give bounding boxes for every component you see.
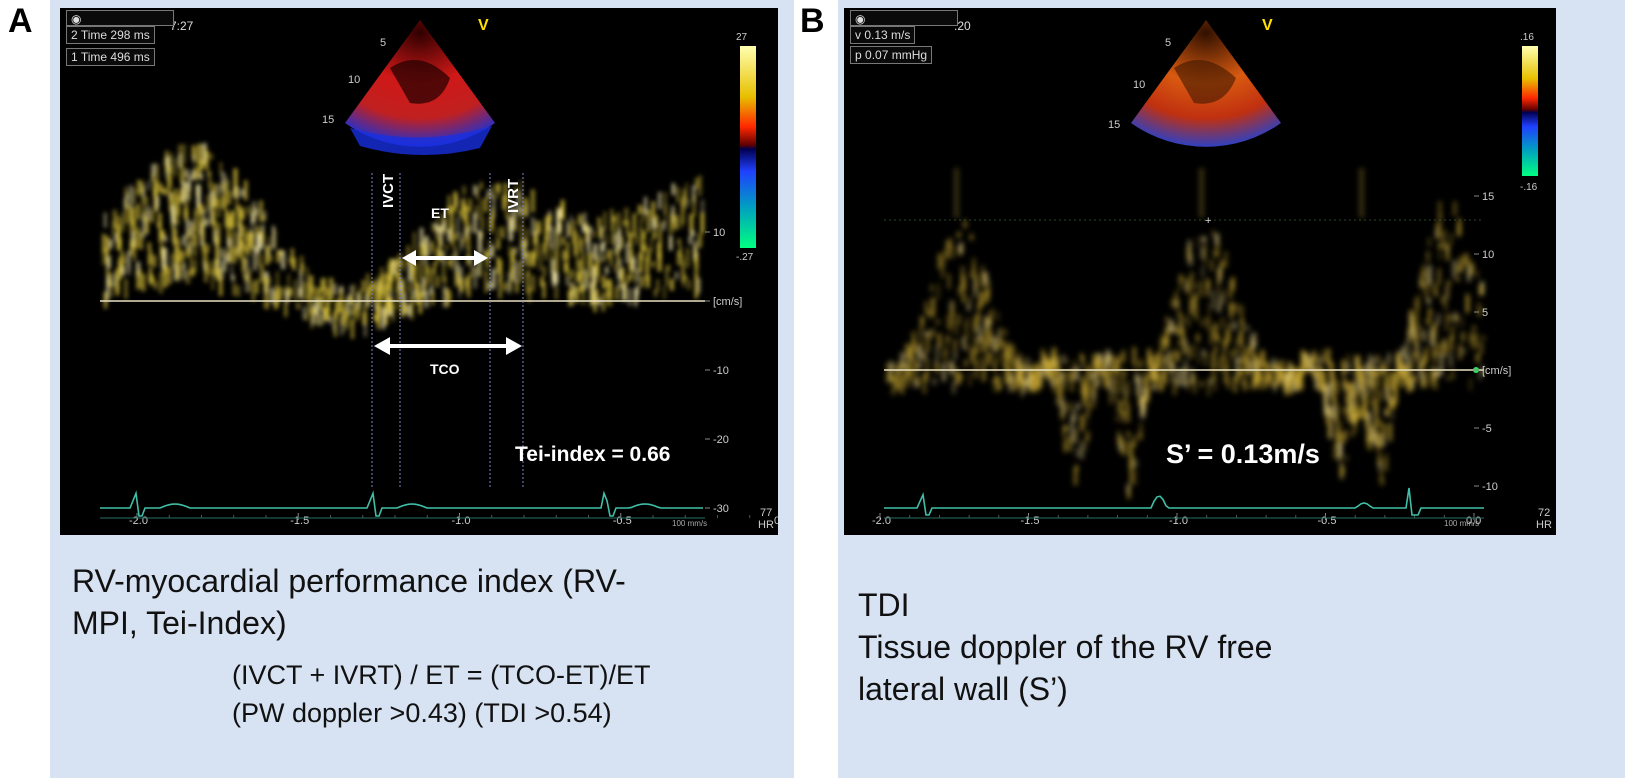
panel-b-caption: TDI Tissue doppler of the RV free latera… [858,584,1272,710]
formula-line2: (PW doppler >0.43) (TDI >0.54) [232,698,612,728]
colorbar-a-bottom: -.27 [736,252,754,263]
clock-b: :20 [954,19,971,33]
hr-label-b: HR [1536,519,1552,531]
depth-label-a-15: 15 [322,114,334,126]
caption-b-line3: lateral wall (S’) [858,671,1068,707]
panel-b-echo-image: 15 10 5 [cm/s] -5 -10 -2.0 -1.5 -1.0 -0.5 0.0 + V… [844,8,1556,535]
ivrt-label: IVRT [505,179,522,213]
panel-a-y-tick-1: [cm/s] [713,296,742,308]
panel-b-x-tick-0: -2.0 [872,515,891,527]
depth-label-b-10: 10 [1133,79,1145,91]
s-prime-label: S’ = 0.13m/s [1166,439,1320,469]
measurement-a-2-label: Time [80,28,108,42]
tei-formula: (IVCT + IVRT) / ET = (TCO-ET)/ET (PW dop… [232,656,651,732]
panel-a-x-tick-1: -1.5 [290,515,309,527]
panel-b-x-tick-1: -1.5 [1021,515,1040,527]
measurement-header-b: ◉ [850,10,958,26]
panel-b-x-tick-3: -0.5 [1318,515,1337,527]
colorbar-b-bottom: -.16 [1520,182,1538,193]
panel-b-y-tick-3: [cm/s] [1482,365,1511,377]
panel-a-y-tick-2: -10 [713,365,729,377]
measurement-a-2: 2 Time 298 ms [66,26,155,44]
et-arrow [402,250,488,266]
colorbar-b [1522,46,1538,176]
panel-a-doppler-svg: 10[cm/s]-10-20-30 -2.0-1.5-1.0-0.50.0 V … [100,17,778,531]
clock-a: 7:27 [170,19,194,33]
depth-label-b-5: 5 [1165,37,1171,49]
panel-a-x-tick-2: -1.0 [452,515,471,527]
measurement-a-2-index: 2 [71,28,78,42]
depth-label-a-10: 10 [348,74,360,86]
depth-label-a-5: 5 [380,37,386,49]
y-axis-a: 10 [cm/s] -10 -20 -30 [705,227,742,515]
panel-a-y-tick-3: -20 [713,434,729,446]
ecg-trace-a [100,490,703,517]
depth-label-b-15: 15 [1108,119,1120,131]
panel-b-y-tick-0: 15 [1482,191,1494,203]
panel-a-letter: A [8,2,33,40]
colorbar-a-top: 27 [736,32,748,43]
tei-index-label: Tei-index = 0.66 [515,443,670,466]
et-label: ET [431,205,449,221]
spectral-doppler-trace-a [102,143,705,339]
v-marker-b: V [1262,17,1273,34]
measurement-b-v-index: v [855,28,861,42]
ivct-label: IVCT [380,174,397,208]
colorbar-a [740,46,756,248]
panel-a-y-tick-4: -30 [713,503,729,515]
panel-a-x-tick-4: 0.0 [774,515,778,527]
panel-a-y-tick-0: 10 [713,227,725,239]
caption-b-line2: Tissue doppler of the RV free [858,629,1273,665]
panel-a-x-tick-3: -0.5 [613,515,632,527]
hr-value-a: 77 [760,507,772,519]
panel-a-caption: RV-myocardial performance index (RV- MPI… [72,560,626,644]
ecg-scale-a: 100 mm/s [672,519,707,528]
measurement-a-1-label: Time [80,50,108,64]
panel-a-echo-image: 10[cm/s]-10-20-30 -2.0-1.5-1.0-0.50.0 V … [60,8,778,535]
formula-line1: (IVCT + IVRT) / ET = (TCO-ET)/ET [232,660,651,690]
measurement-header-a: ◉ [66,10,174,26]
measurement-a-1-value: 496 ms [110,50,150,64]
measurement-b-v-value: 0.13 m/s [864,28,911,42]
colorbar-b-top: .16 [1520,32,1534,43]
measurement-a-1: 1 Time 496 ms [66,48,155,66]
measurement-b-p-value: 0.07 mmHg [865,48,928,62]
panel-b-y-tick-2: 5 [1482,307,1488,319]
panel-b-letter: B [800,2,825,40]
tco-label: TCO [430,361,460,377]
tissue-doppler-trace-b [886,168,1486,499]
caption-b-line1: TDI [858,587,910,623]
panel-b-y-tick-1: 10 [1482,249,1494,261]
hr-value-b: 72 [1538,507,1550,519]
measurement-a-1-index: 1 [71,50,78,64]
caption-a-line2: MPI, Tei-Index) [72,605,287,641]
measurement-b-p-index: p [855,48,862,62]
ecg-trace-b [884,487,1484,516]
panel-b-x-tick-2: -1.0 [1169,515,1188,527]
tco-arrow [374,337,522,355]
measurement-b-p: p 0.07 mmHg [850,46,933,64]
ecg-scale-b: 100 mm/s [1444,519,1479,528]
panel-b-y-tick-5: -10 [1482,481,1498,493]
measurement-b-v: v 0.13 m/s [850,26,916,44]
x-axis-b: -2.0 -1.5 -1.0 -0.5 0.0 [872,513,1481,527]
crosshair-marker-b: + [1205,215,1211,227]
panel-b-y-tick-4: -5 [1482,423,1492,435]
caption-a-line1: RV-myocardial performance index (RV- [72,563,626,599]
measurement-a-2-value: 298 ms [110,28,150,42]
v-marker-a: V [478,17,489,34]
hr-label-a: HR [758,519,774,531]
y-axis-b: 15 10 5 [cm/s] -5 -10 [1474,191,1511,493]
